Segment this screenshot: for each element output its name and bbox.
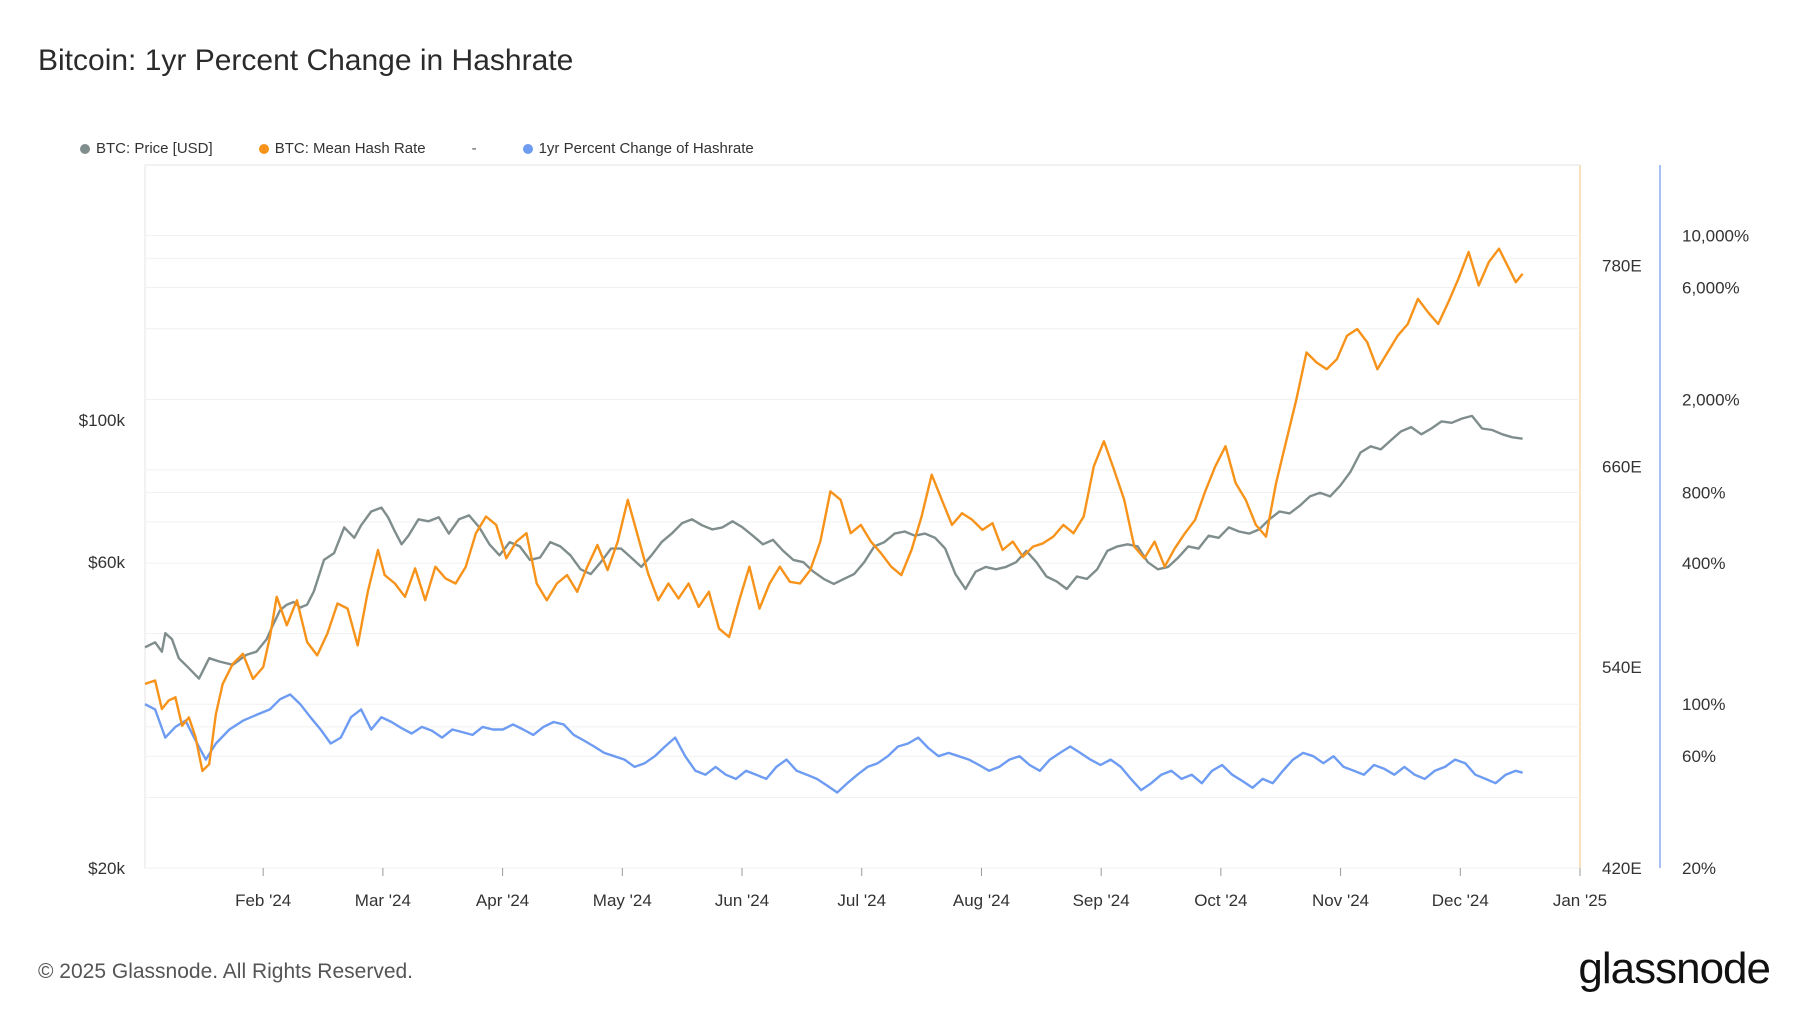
x-tick-label: Nov '24 [1312,891,1369,910]
pct-tick-label: 60% [1682,747,1716,766]
legend-label: 1yr Percent Change of Hashrate [538,140,754,157]
legend-dot-icon [522,143,533,154]
hashrate-tick-label: 780E [1602,256,1642,275]
series-line-hashrate [144,247,1524,773]
legend: BTC: Price [USD] BTC: Mean Hash Rate - 1… [80,140,800,157]
x-tick-label: Jun '24 [715,891,769,910]
pct-tick-label: 800% [1682,484,1725,503]
pct-tick-label: 2,000% [1682,390,1740,409]
chart-title: Bitcoin: 1yr Percent Change in Hashrate [38,44,574,77]
x-tick-label: Jan '25 [1553,891,1607,910]
hashrate-tick-label: 420E [1602,859,1642,878]
series-line-price [144,414,1523,680]
legend-separator: - [471,140,477,157]
legend-item-hashrate[interactable]: BTC: Mean Hash Rate [258,140,426,157]
pct-tick-label: 20% [1682,859,1716,878]
pct-tick-label: 6,000% [1682,279,1740,298]
hashrate-tick-label: 540E [1602,658,1642,677]
brand-logo: glassnode [1578,944,1771,993]
x-tick-label: Oct '24 [1194,891,1247,910]
series-line-pct_change [144,693,1523,794]
plot-frame [144,164,1581,869]
legend-item-pct-change[interactable]: 1yr Percent Change of Hashrate [522,140,754,157]
copyright-footer: © 2025 Glassnode. All Rights Reserved. [38,960,414,983]
x-tick-label: Mar '24 [355,891,411,910]
legend-dot-icon [80,143,90,154]
x-tick-label: Feb '24 [235,891,291,910]
legend-dot-icon [258,143,269,154]
pct-tick-label: 400% [1682,554,1725,573]
price-tick-label: $20k [88,859,125,878]
hashrate-tick-label: 660E [1602,457,1642,476]
x-tick-label: Aug '24 [953,891,1010,910]
pct-tick-label: 10,000% [1682,227,1749,246]
x-tick-label: May '24 [593,891,652,910]
x-tick-label: Sep '24 [1073,891,1130,910]
price-tick-label: $60k [88,553,125,572]
legend-label: BTC: Mean Hash Rate [274,140,426,157]
x-tick-label: Apr '24 [476,891,529,910]
price-tick-label: $100k [79,411,126,430]
legend-item-price[interactable]: BTC: Price [USD] [80,140,213,157]
x-tick-label: Dec '24 [1432,891,1489,910]
x-tick-label: Jul '24 [837,891,886,910]
legend-label: BTC: Price [USD] [96,140,213,157]
pct-tick-label: 100% [1682,695,1725,714]
